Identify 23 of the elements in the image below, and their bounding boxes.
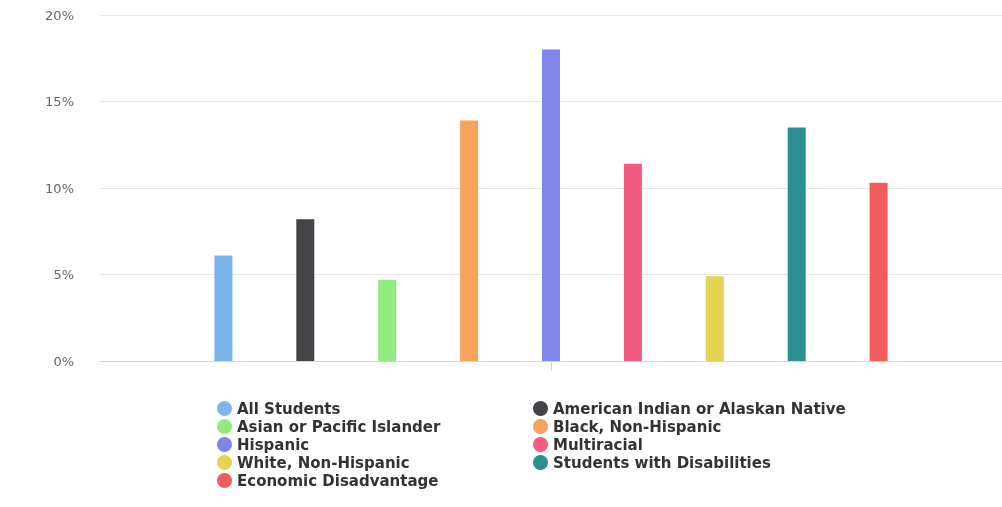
legend-label: All Students [237,399,341,418]
y-tick-label: 0% [53,353,74,369]
legend-label: Economic Disadvantage [237,471,439,490]
y-tick-label: 15% [45,94,74,109]
legend-label: Students with Disabilities [553,453,771,472]
bar [705,276,724,361]
legend-label: Multiracial [553,435,643,454]
legend-label: American Indian or Alaskan Native [553,399,846,418]
bar [460,120,479,361]
bar [869,182,888,361]
y-tick-label: 20% [45,7,74,23]
bar [378,279,397,361]
bar [214,255,233,361]
y-tick-label: 5% [53,267,74,282]
y-tick-label: 10% [45,180,74,196]
legend-label: White, Non-Hispanic [237,453,410,472]
legend-label: Black, Non-Hispanic [553,417,722,436]
bar [542,49,560,361]
bar [623,163,642,361]
bar [296,219,315,361]
legend-label: Hispanic [237,435,310,454]
bar [787,127,806,361]
legend-label: Asian or Pacific Islander [237,417,441,436]
